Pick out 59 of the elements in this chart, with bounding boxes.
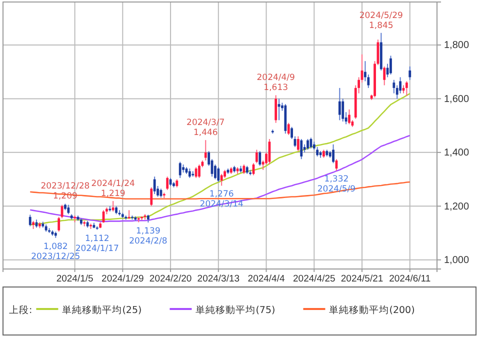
annotation: 2024/4/9 1,613	[256, 73, 295, 94]
x-tick-label: 2024/4/4	[248, 274, 285, 285]
legend-label: 単純移動平均(75)	[196, 304, 276, 316]
candlestick	[287, 122, 290, 136]
y-tick-label: 1,600	[444, 94, 470, 105]
candlestick	[274, 94, 278, 124]
candlestick	[58, 216, 60, 232]
x-tick-label: 2024/4/25	[293, 274, 336, 285]
candlestick	[332, 144, 334, 164]
annotation: 2024/5/29 1,845	[359, 10, 403, 31]
candlestick	[338, 87, 341, 121]
candlestick	[256, 149, 258, 164]
candlestick	[383, 66, 386, 86]
line-series	[29, 92, 411, 226]
y-tick-label: 1,800	[444, 40, 470, 52]
candlestick	[310, 137, 312, 149]
candlestick	[28, 214, 32, 227]
candlestick	[198, 164, 200, 178]
candlestick	[405, 80, 408, 97]
candlestick	[178, 161, 182, 178]
annotation: 2023/12/28 1,209	[40, 182, 90, 202]
x-tick-label: 2024/6/11	[389, 274, 431, 285]
x-tick-label: 2024/1/29	[102, 274, 144, 285]
x-tick-label: 2024/5/21	[340, 274, 384, 285]
candlestick	[242, 164, 246, 174]
candlestick	[67, 204, 70, 215]
candlestick	[300, 138, 303, 160]
candlestick	[112, 200, 114, 212]
candlestick	[188, 168, 191, 178]
candlestick	[150, 186, 153, 207]
candlestick	[258, 150, 262, 166]
candlestick	[204, 140, 207, 161]
legend-label: 単純移動平均(200)	[329, 304, 415, 316]
x-tick-label: 2024/3/13	[197, 274, 240, 285]
legend-label: 単純移動平均(25)	[62, 304, 142, 316]
candlestick	[217, 166, 220, 182]
annotation: 1,112 2024/1/17	[75, 234, 119, 254]
candlestick	[220, 173, 223, 186]
legend-title: 上段:	[9, 304, 32, 316]
y-tick-label: 1,400	[444, 148, 470, 159]
candlestick	[278, 98, 280, 121]
annotation: 2024/3/7 1,446	[186, 118, 225, 138]
x-tick-label: 2024/2/20	[149, 274, 192, 285]
candlestick	[316, 146, 319, 157]
candlestick	[348, 108, 350, 125]
line-series	[29, 134, 411, 222]
x-tick-label: 2024/1/5	[56, 274, 94, 285]
annotation: 1,139 2024/2/8	[129, 226, 168, 247]
candlestick	[194, 166, 198, 178]
candlestick	[408, 66, 412, 80]
candlestick	[153, 176, 156, 195]
y-tick-label: 1,000	[444, 255, 470, 266]
line-series	[29, 181, 411, 200]
candlestick	[306, 138, 309, 150]
candlestick	[166, 176, 169, 191]
y-tick-label: 1,200	[444, 201, 470, 212]
candlestick	[296, 136, 300, 152]
candlestick	[390, 55, 392, 76]
annotation: 2024/1/24 1,219	[91, 179, 135, 200]
